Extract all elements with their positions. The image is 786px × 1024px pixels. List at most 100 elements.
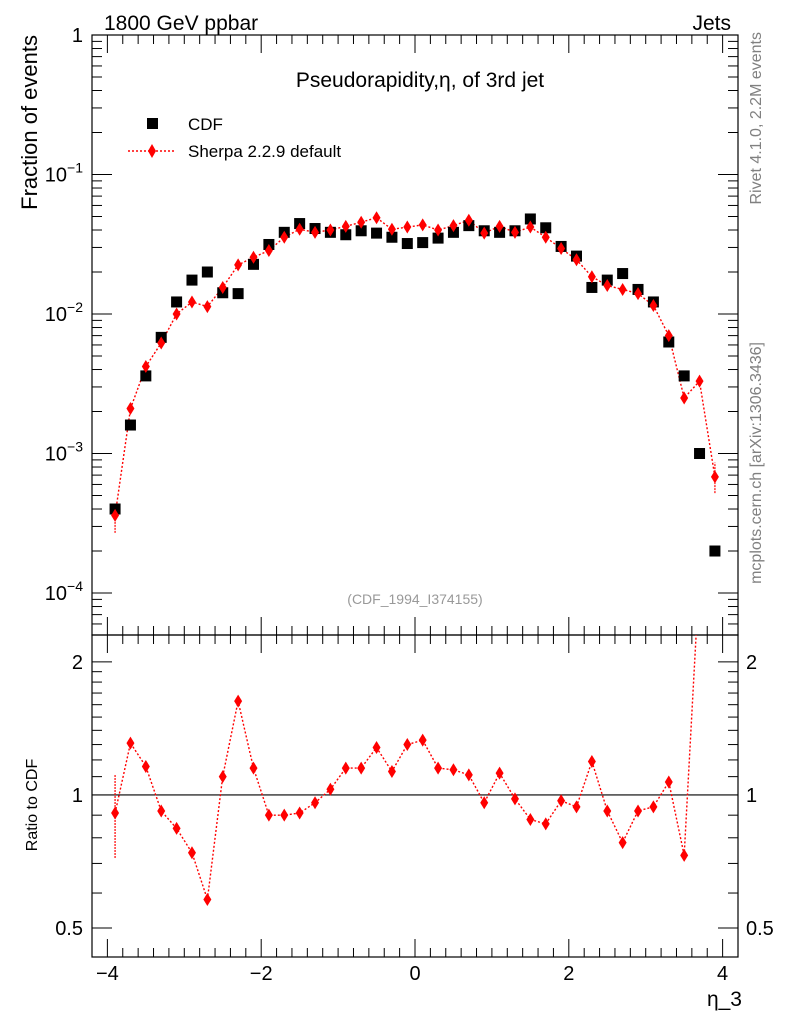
cdf-data-point: [524, 213, 536, 225]
mc-data-point: [526, 220, 535, 234]
ratio-data-point: [649, 800, 658, 814]
cdf-data-point: [540, 222, 552, 234]
ratio-data-point: [680, 848, 689, 862]
mc-data-point: [187, 295, 196, 309]
x-tick-label: −4: [96, 963, 119, 985]
cdf-data-point: [186, 274, 198, 286]
cdf-data-point: [201, 266, 213, 278]
legend: CDF Sherpa 2.2.9 default: [128, 115, 341, 161]
ratio-data-point: [480, 796, 489, 810]
ratio-data-point: [418, 733, 427, 747]
cdf-data-point: [124, 419, 136, 431]
ratio-data-point: [387, 764, 396, 778]
cdf-data-point: [340, 229, 352, 241]
ratio-data-point: [403, 738, 412, 752]
ratio-tick-labels: 0.5 0.5 1 1 2 2 −4 −2 0 2 4: [55, 652, 774, 985]
ratio-y-tick-label: 1: [72, 785, 83, 807]
ratio-y-tick-label-right: 2: [746, 652, 757, 674]
header-energy-label: 1800 GeV ppbar: [104, 12, 258, 35]
mc-data-point: [387, 222, 396, 236]
ratio-data-point: [510, 792, 519, 806]
mc-data-point: [403, 220, 412, 234]
mc-data-point: [587, 270, 596, 284]
ratio-y-tick-label-right: 0.5: [746, 918, 774, 940]
x-tick-label: 4: [717, 963, 728, 985]
mc-data-point: [172, 307, 181, 321]
ratio-data-point: [495, 766, 504, 780]
main-plot-title: Pseudorapidity,η, of 3rd jet: [296, 69, 544, 92]
mc-data-point: [326, 223, 335, 237]
ratio-axis-ticks: [91, 635, 739, 957]
mcplots-source-label: mcplots.cern.ch [arXiv:1306.3436]: [748, 342, 765, 584]
ratio-data-point: [157, 804, 166, 818]
mc-data-point: [649, 299, 658, 313]
ratio-data-point: [311, 796, 320, 810]
main-y-tick-label: 10−1: [45, 160, 83, 187]
legend-label-sherpa: Sherpa 2.2.9 default: [188, 142, 341, 161]
x-tick-label: −2: [250, 963, 273, 985]
mc-data-point: [249, 250, 258, 264]
ratio-y-tick-label-right: 1: [746, 785, 757, 807]
mc-data-point: [372, 211, 381, 225]
ratio-x-axis-label: η_3: [707, 988, 742, 1011]
mc-data-point: [464, 213, 473, 227]
mc-data-point: [510, 225, 519, 239]
ratio-data-point: [464, 768, 473, 782]
cdf-data-point: [709, 545, 721, 557]
ratio-series-line: [114, 700, 685, 900]
ratio-data-point: [234, 694, 243, 708]
mc-data-point: [126, 402, 135, 416]
mc-data-point: [357, 215, 366, 229]
ratio-data-point: [187, 846, 196, 860]
ratio-data-point: [172, 821, 181, 835]
ratio-y-tick-label: 0.5: [55, 918, 83, 940]
legend-label-cdf: CDF: [188, 115, 223, 134]
mc-data-point: [680, 391, 689, 405]
ratio-data-point: [557, 794, 566, 808]
ratio-data-point: [618, 836, 627, 850]
mc-data-point: [280, 230, 289, 244]
mc-data-point: [203, 300, 212, 314]
mc-data-point: [541, 230, 550, 244]
mc-data-point: [111, 508, 120, 522]
mc-data-point: [603, 279, 612, 293]
ratio-data-point: [295, 806, 304, 820]
mc-data-point: [557, 241, 566, 255]
mc-data-point: [341, 219, 350, 233]
ratio-data-point: [587, 755, 596, 769]
ratio-data-point: [249, 761, 258, 775]
cdf-data-point: [248, 258, 259, 270]
mc-series-line: [114, 216, 716, 516]
mc-data-point: [495, 219, 504, 233]
main-y-tick-label: 1: [72, 25, 83, 47]
ratio-plot-frame: [91, 634, 739, 958]
main-y-axis-label: Fraction of events: [17, 35, 42, 210]
ratio-series-tail: [683, 634, 697, 856]
cdf-data-point: [447, 226, 459, 238]
mc-data-point: [572, 253, 581, 267]
cdf-data-point: [232, 288, 244, 300]
ratio-data-point: [572, 800, 581, 814]
mc-data-point: [634, 287, 643, 301]
mc-data-point: [695, 374, 704, 388]
cdf-data-point: [617, 268, 629, 280]
cdf-data-point: [678, 370, 690, 382]
ratio-data-point: [341, 761, 350, 775]
ratio-data-point: [111, 806, 120, 820]
ratio-data-point: [218, 770, 227, 784]
main-y-tick-label: 10−3: [45, 439, 83, 466]
cdf-data-point: [586, 281, 598, 293]
cdf-data-point: [432, 232, 444, 244]
mc-data-point: [218, 280, 227, 294]
legend-marker-cdf: [147, 118, 158, 129]
mc-data-point: [664, 329, 673, 343]
ratio-data-point: [264, 808, 273, 822]
ratio-data-point: [634, 804, 643, 818]
ratio-data-point: [357, 761, 366, 775]
mc-data-point: [234, 258, 243, 272]
cdf-data-point: [140, 370, 152, 382]
mc-data-point: [264, 244, 273, 258]
x-tick-label: 2: [563, 963, 574, 985]
cdf-data-point: [401, 238, 413, 250]
